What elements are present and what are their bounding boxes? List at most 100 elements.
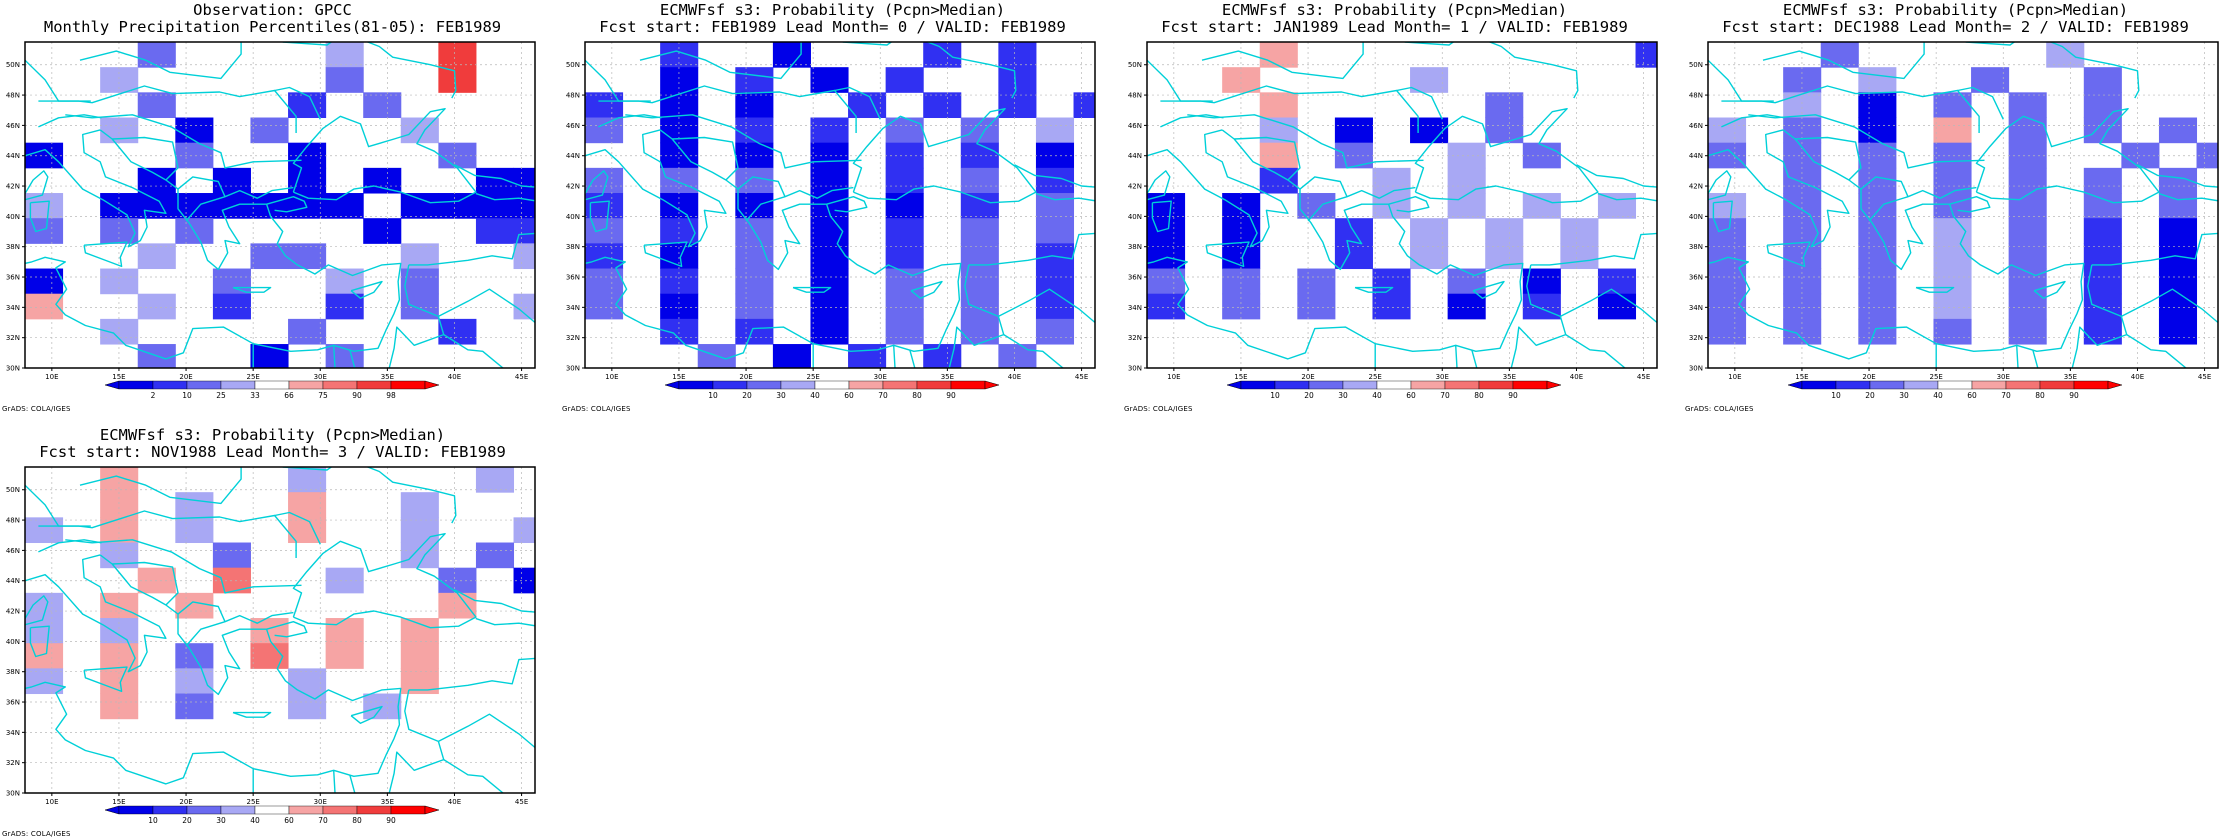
- coastline: [1708, 129, 1850, 248]
- coastline: [282, 42, 333, 46]
- lon-tick-label: 40E: [2131, 373, 2144, 381]
- grid-cell: [1708, 318, 1747, 345]
- colorbar-high-arrow: [424, 380, 440, 390]
- coastline: [25, 59, 91, 102]
- panel-title: ECMWFsf s3: Probability (Pcpn>Median) Fcs…: [1683, 2, 2228, 36]
- grid-cell: [1147, 268, 1186, 295]
- coastlines: [25, 467, 535, 793]
- coastline: [25, 129, 167, 248]
- grid-cell: [475, 542, 515, 569]
- colorbar-low-arrow: [1787, 380, 1803, 390]
- grid-cell: [1073, 92, 1095, 119]
- grads-credit: GrADS: COLA/IGES: [1685, 405, 1754, 413]
- grid-cell: [585, 92, 624, 119]
- lon-tick-label: 20E: [179, 373, 192, 381]
- colorbar-swatch: [322, 805, 358, 815]
- coastlines: [1147, 42, 1657, 368]
- lat-tick-label: 34N: [566, 304, 580, 312]
- grid-cell: [250, 243, 289, 270]
- grid-cell: [735, 268, 774, 295]
- lon-tick-label: 40E: [1008, 373, 1021, 381]
- colorbar-label: 90: [2069, 391, 2079, 400]
- lon-tick-label: 45E: [2198, 373, 2211, 381]
- coastline: [333, 770, 336, 793]
- colorbar-swatch: [1478, 380, 1514, 390]
- coastline: [1307, 186, 1416, 222]
- coastline: [1472, 280, 1505, 299]
- grid-cell: [2158, 218, 2198, 244]
- colorbar-label: 60: [284, 816, 294, 825]
- lat-tick-label: 40N: [1128, 213, 1142, 221]
- grid-cell: [175, 193, 214, 219]
- grid-cell: [100, 592, 139, 619]
- coastline: [852, 107, 1037, 204]
- grid-cell: [1147, 218, 1186, 244]
- grid-cell: [585, 293, 624, 320]
- colorbar-swatch: [1937, 380, 1973, 390]
- coastline: [408, 617, 535, 691]
- grid-cell: [1259, 42, 1298, 68]
- coastline: [232, 711, 272, 718]
- colorbar: 10 20 30 40 60 70 80 90: [1787, 380, 2123, 400]
- grads-credit: GrADS: COLA/IGES: [2, 405, 71, 413]
- lat-tick-label: 48N: [6, 92, 20, 100]
- grid-cell: [2083, 318, 2122, 345]
- coastline: [25, 554, 167, 673]
- lat-tick-label: 30N: [1689, 365, 1703, 373]
- coastline: [585, 170, 609, 201]
- coastline: [842, 42, 893, 46]
- grid-cell: [438, 67, 477, 93]
- lon-tick-label: 15E: [1234, 373, 1247, 381]
- lat-tick-label: 36N: [6, 274, 20, 282]
- grid-cell: [1035, 193, 1075, 219]
- colorbar-label: 10: [1270, 391, 1280, 400]
- coastline: [350, 705, 383, 724]
- colorbar-label: 90: [1508, 391, 1518, 400]
- coastline: [333, 345, 336, 368]
- coastline: [349, 774, 356, 793]
- grid-cell: [25, 643, 64, 669]
- grid-cell: [288, 318, 327, 345]
- coastline: [83, 241, 128, 268]
- grid-cell: [212, 193, 251, 219]
- coastline: [585, 129, 962, 360]
- grads-credit: GrADS: COLA/IGES: [562, 405, 631, 413]
- grid-cell: [400, 517, 439, 544]
- map-frame: [24, 466, 536, 794]
- grid-cell: [400, 293, 439, 320]
- coastline: [274, 86, 321, 120]
- lon-tick-label: 35E: [1503, 373, 1516, 381]
- grid-cell: [25, 268, 64, 295]
- lon-tick-label: 10E: [1728, 373, 1741, 381]
- coastline: [2126, 334, 2188, 368]
- grid-cell: [660, 167, 699, 194]
- lon-tick-label: 35E: [941, 373, 954, 381]
- coastline: [454, 164, 535, 188]
- lon-tick-label: 10E: [1167, 373, 1180, 381]
- lon-tick-label: 25E: [1368, 373, 1381, 381]
- map-panel-3: ECMWFsf s3: Probability (Pcpn>Median) Fcs…: [1122, 0, 1667, 415]
- lat-tick-label: 44N: [1689, 152, 1703, 160]
- lat-tick-label: 50N: [1689, 61, 1703, 69]
- map-canvas: 30N 32N 34N 36N 38N 40N 42N 44N 46N 48N 50N 10E 15E 2…: [6, 466, 536, 825]
- coastline: [282, 467, 333, 471]
- coastline: [1762, 42, 1925, 80]
- grid-cell: [2008, 293, 2047, 320]
- grid-cell: [325, 42, 364, 68]
- panel-title-line-2: Fcst start: FEB1989 Lead Month= 0 / VALI…: [599, 18, 1066, 36]
- grid-cell: [400, 268, 439, 295]
- colorbar-swatch: [118, 380, 154, 390]
- colorbar-label: 98: [386, 391, 396, 400]
- graticule: [585, 42, 1095, 369]
- lon-tick-label: 40E: [448, 373, 461, 381]
- grid-cell: [1971, 67, 2010, 93]
- coastline: [1915, 286, 1955, 293]
- colorbar-swatch: [1376, 380, 1412, 390]
- lat-tick-label: 44N: [566, 152, 580, 160]
- lat-tick-label: 32N: [1689, 334, 1703, 342]
- lat-tick-label: 42N: [1689, 183, 1703, 191]
- colorbar-label: 20: [1865, 391, 1875, 400]
- grid-cell: [1485, 92, 1524, 119]
- coastlines: [585, 42, 1095, 368]
- grid-cell: [960, 293, 999, 320]
